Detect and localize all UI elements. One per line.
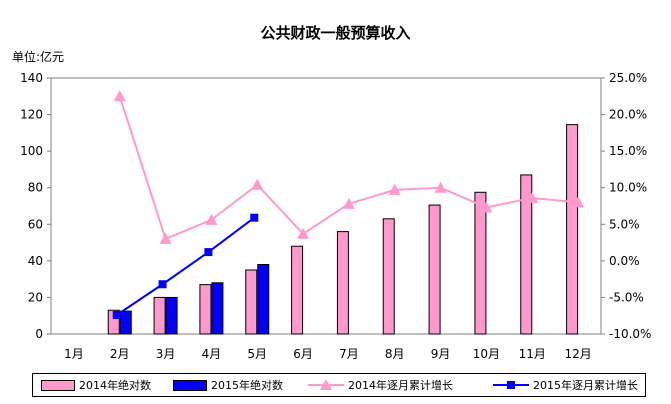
triangle-marker <box>297 227 310 239</box>
bar-2014 <box>245 269 258 335</box>
bar-2014 <box>107 309 120 335</box>
y-tick-label: 60 <box>28 217 43 231</box>
legend-line-icon <box>308 379 344 390</box>
y2-tick-label: 20.0% <box>609 108 647 122</box>
legend-label: 2015年逐月累计增长 <box>533 379 638 392</box>
x-tick-label: 2月 <box>110 347 130 361</box>
triangle-marker <box>480 201 493 213</box>
y-tick-label: 80 <box>28 181 43 195</box>
x-tick-label: 4月 <box>202 347 222 361</box>
y-axis-unit: 单位:亿元 <box>12 50 65 64</box>
y2-tick-label: -10.0% <box>609 327 651 341</box>
bar-2014 <box>199 284 212 335</box>
square-marker <box>204 248 213 257</box>
y-tick-label: 40 <box>28 254 43 268</box>
y2-tick-label: 10.0% <box>609 181 647 195</box>
chart-title: 公共财政一般预算收入 <box>260 24 411 42</box>
x-tick-label: 10月 <box>473 347 500 361</box>
y-tick-label: 140 <box>20 71 43 85</box>
x-tick-label: 9月 <box>431 347 451 361</box>
y-tick-label: 100 <box>20 144 43 158</box>
legend-line-icon <box>493 381 529 389</box>
square-marker <box>250 213 259 222</box>
legend-label: 2014年逐月累计增长 <box>348 379 453 392</box>
square-marker <box>158 280 167 289</box>
legend-label: 2015年绝对数 <box>211 379 283 392</box>
bar-2014 <box>382 218 395 335</box>
bar-2014 <box>153 296 166 335</box>
y-tick-label: 0 <box>35 327 43 341</box>
y2-tick-label: 15.0% <box>609 144 647 158</box>
y2-tick-label: 5.0% <box>609 217 640 231</box>
bar-2014 <box>291 245 304 335</box>
triangle-marker <box>159 232 172 244</box>
y-tick-label: 120 <box>20 108 43 122</box>
triangle-marker <box>388 183 401 195</box>
x-tick-label: 1月 <box>64 347 84 361</box>
x-tick-label: 6月 <box>293 347 313 361</box>
line-2015-growth <box>116 216 255 316</box>
y2-tick-label: 25.0% <box>609 71 647 85</box>
x-tick-label: 11月 <box>519 347 546 361</box>
triangle-marker <box>526 191 539 203</box>
x-tick-label: 7月 <box>339 347 359 361</box>
y-tick-label: 20 <box>28 290 43 304</box>
bar-2015 <box>119 310 132 335</box>
line-2014-growth <box>118 95 579 241</box>
x-tick-label: 12月 <box>564 347 591 361</box>
square-marker <box>112 310 121 319</box>
bar-2014 <box>336 231 349 335</box>
x-tick-label: 8月 <box>385 347 405 361</box>
bar-2015 <box>211 282 224 335</box>
legend-label: 2014年绝对数 <box>79 379 151 392</box>
triangle-marker <box>251 178 264 190</box>
triangle-marker <box>113 90 126 102</box>
triangle-marker <box>342 197 355 209</box>
x-tick-label: 5月 <box>247 347 267 361</box>
bar-2014 <box>474 191 487 335</box>
x-tick-label: 3月 <box>156 347 176 361</box>
triangle-marker <box>434 181 447 193</box>
y2-tick-label: 0.0% <box>609 254 640 268</box>
y2-tick-label: -5.0% <box>609 290 644 304</box>
legend-item: 2015年逐月累计增长 <box>493 377 638 393</box>
legend-swatch <box>173 379 207 391</box>
legend-item: 2015年绝对数 <box>173 377 283 393</box>
bar-2014 <box>428 204 441 335</box>
legend-item: 2014年逐月累计增长 <box>308 377 453 393</box>
bar-2015 <box>165 296 178 335</box>
triangle-marker <box>572 196 585 208</box>
bar-2014 <box>566 124 579 335</box>
legend-swatch <box>41 379 75 391</box>
bar-2015 <box>257 264 270 335</box>
triangle-marker <box>205 213 218 225</box>
plot-frame <box>50 77 602 335</box>
legend-item: 2014年绝对数 <box>41 377 151 393</box>
legend: 2014年绝对数 2015年绝对数 2014年逐月累计增长 2015年逐月累计增长 <box>32 373 646 397</box>
bar-2014 <box>520 174 533 335</box>
